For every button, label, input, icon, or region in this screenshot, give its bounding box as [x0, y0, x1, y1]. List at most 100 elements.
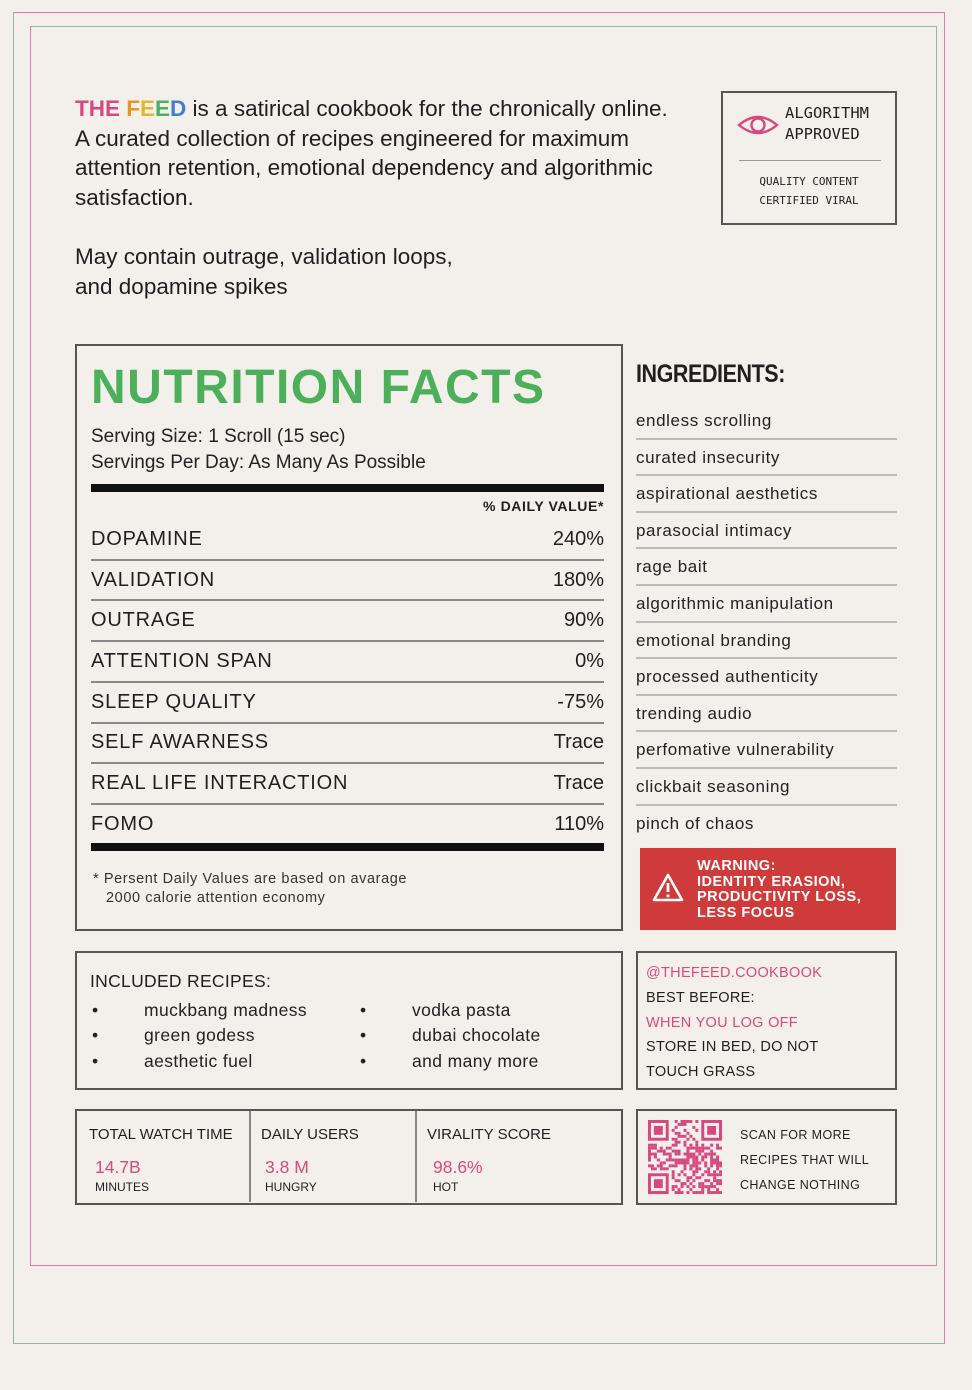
storage-line-1: STORE IN BED, DO NOT: [646, 1039, 819, 1055]
serving-info: Serving Size: 1 Scroll (15 sec) Servings…: [91, 424, 426, 476]
ingredient-item: curated insecurity: [636, 440, 897, 477]
brand-letter: E: [140, 96, 156, 121]
ingredient-item: pinch of chaos: [636, 813, 755, 833]
recipe-item: • vodka pasta: [360, 1000, 511, 1021]
ingredient-item: emotional branding: [636, 623, 897, 660]
bullet: •: [92, 1051, 99, 1071]
nutrient-row: SELF AWARNESS Trace: [91, 723, 604, 764]
stamp-line-2: APPROVED: [785, 125, 860, 143]
ingredient-item: algorithmic manipulation: [636, 586, 897, 623]
stamp-sub-1: QUALITY CONTENT: [759, 175, 859, 188]
eye-icon: [737, 115, 779, 135]
nutrition-title: NUTRITION FACTS: [91, 361, 546, 414]
row-divider: [91, 640, 604, 643]
stat-unit: MINUTES: [95, 1180, 149, 1194]
nutrient-row: OUTRAGE 90%: [91, 600, 604, 641]
recipe-item: • dubai chocolate: [360, 1025, 541, 1046]
nutrient-value: 240%: [552, 527, 604, 550]
brand-letter: E: [155, 96, 171, 121]
bullet: •: [360, 1025, 367, 1045]
warning-line-4: LESS FOCUS: [697, 904, 795, 921]
brand-letter: F: [126, 96, 141, 121]
nutrition-facts-panel: NUTRITION FACTS Serving Size: 1 Scroll (…: [75, 344, 623, 931]
stat-label: TOTAL WATCH TIME: [89, 1126, 233, 1143]
footnote-line-1: * Persent Daily Values are based on avar…: [93, 871, 408, 887]
nutrient-name: ATTENTION SPAN: [91, 649, 273, 672]
recipes-title: INCLUDED RECIPES:: [90, 971, 272, 991]
nutrient-row: VALIDATION 180%: [91, 560, 604, 601]
recipe-name: muckbang madness: [144, 1000, 308, 1020]
qr-box: SCAN FOR MORE RECIPES THAT WILL CHANGE N…: [636, 1109, 897, 1205]
stamp-sub-2: CERTIFIED VIRAL: [759, 194, 859, 207]
nutrient-value: -75%: [557, 690, 604, 713]
nutrient-name: SELF AWARNESS: [91, 731, 269, 754]
intro-paragraph-1: THE FEED is a satirical cookbook for the…: [75, 94, 675, 212]
brand-letter: D: [170, 96, 187, 121]
recipe-item: • and many more: [360, 1051, 539, 1072]
row-divider: [91, 721, 604, 724]
best-before-label: BEST BEFORE:: [646, 990, 755, 1006]
best-before-value: WHEN YOU LOG OFF: [646, 1015, 798, 1031]
best-before-box: @THEFEED.COOKBOOK BEST BEFORE: WHEN YOU …: [636, 951, 897, 1090]
bullet: •: [92, 1025, 99, 1045]
warning-line-3: PRODUCTIVITY LOSS,: [697, 889, 862, 905]
nutrient-name: SLEEP QUALITY: [91, 690, 257, 713]
qr-line-2: RECIPES THAT WILL: [740, 1153, 870, 1167]
stamp-subtitle: QUALITY CONTENT CERTIFIED VIRAL: [723, 172, 895, 210]
footnote-line-2: 2000 calorie attention economy: [106, 890, 326, 906]
stat-value: 14.7B: [95, 1157, 141, 1177]
brand-logo: THE FEED: [75, 96, 186, 121]
nutrient-name: FOMO: [91, 812, 155, 835]
ingredient-item: clickbait seasoning: [636, 769, 897, 806]
stat-divider: [415, 1111, 417, 1202]
intro-description: is a satirical cookbook for the chronica…: [75, 96, 668, 210]
recipe-name: and many more: [412, 1051, 539, 1071]
daily-value-header: % DAILY VALUE*: [483, 498, 604, 514]
stat-unit: HOT: [433, 1180, 459, 1194]
ingredient-item: endless scrolling: [636, 403, 897, 440]
ingredient-item: parasocial intimacy: [636, 513, 897, 550]
nutrient-value: Trace: [553, 772, 604, 795]
ingredients-title: INGREDIENTS:: [636, 360, 785, 388]
nutrient-value: 180%: [552, 568, 604, 591]
recipe-name: aesthetic fuel: [144, 1051, 253, 1071]
stat-divider: [249, 1111, 251, 1202]
warning-line-2: IDENTITY ERASION,: [697, 873, 846, 890]
ingredient-item: perfomative vulnerability: [636, 732, 897, 769]
stat-daily-users: DAILY USERS 3.8 M HUNGRY: [249, 1111, 415, 1202]
nutrient-value: 90%: [563, 609, 604, 632]
nutrient-name: REAL LIFE INTERACTION: [91, 772, 349, 795]
bullet: •: [92, 1000, 99, 1020]
algorithm-approved-stamp: ALGORITHM APPROVED QUALITY CONTENT CERTI…: [721, 91, 897, 225]
qr-line-1: SCAN FOR MORE: [740, 1128, 851, 1142]
qr-line-3: CHANGE NOTHING: [740, 1178, 861, 1192]
qr-code-icon[interactable]: [648, 1119, 722, 1195]
intro-paragraph-2: May contain outrage, validation loops, an…: [75, 242, 675, 301]
stat-unit: HUNGRY: [265, 1180, 317, 1194]
nutrient-name: VALIDATION: [91, 568, 215, 591]
stat-virality-score: VIRALITY SCORE 98.6% HOT: [415, 1111, 620, 1202]
stat-value: 3.8 M: [265, 1157, 309, 1177]
intro-caveat-line-2: and dopamine spikes: [75, 273, 288, 299]
social-handle: @THEFEED.COOKBOOK: [646, 965, 823, 981]
stats-box: TOTAL WATCH TIME 14.7B MINUTES DAILY USE…: [75, 1109, 623, 1205]
recipe-name: vodka pasta: [412, 1000, 511, 1020]
warning-triangle-icon: [652, 873, 684, 902]
row-divider: [91, 802, 604, 805]
qr-caption: SCAN FOR MORE RECIPES THAT WILL CHANGE N…: [740, 1123, 869, 1198]
bullet: •: [360, 1051, 367, 1071]
nutrient-row: DOPAMINE 240%: [91, 519, 604, 560]
nutrient-row: SLEEP QUALITY -75%: [91, 682, 604, 723]
thick-divider-top: [91, 484, 604, 492]
nutrition-footnote: * Persent Daily Values are based on avar…: [93, 870, 407, 908]
thick-divider-bottom: [91, 843, 604, 851]
ingredient-item: aspirational aesthetics: [636, 476, 897, 513]
stat-label: DAILY USERS: [261, 1126, 359, 1143]
serving-size: Serving Size: 1 Scroll (15 sec): [91, 426, 346, 447]
warning-line-1: WARNING:: [697, 858, 776, 874]
nutrient-row: REAL LIFE INTERACTION Trace: [91, 763, 604, 804]
nutrient-row: ATTENTION SPAN 0%: [91, 641, 604, 682]
stamp-divider: [739, 160, 881, 161]
nutrient-name: OUTRAGE: [91, 609, 196, 632]
nutrient-value: Trace: [553, 731, 604, 754]
